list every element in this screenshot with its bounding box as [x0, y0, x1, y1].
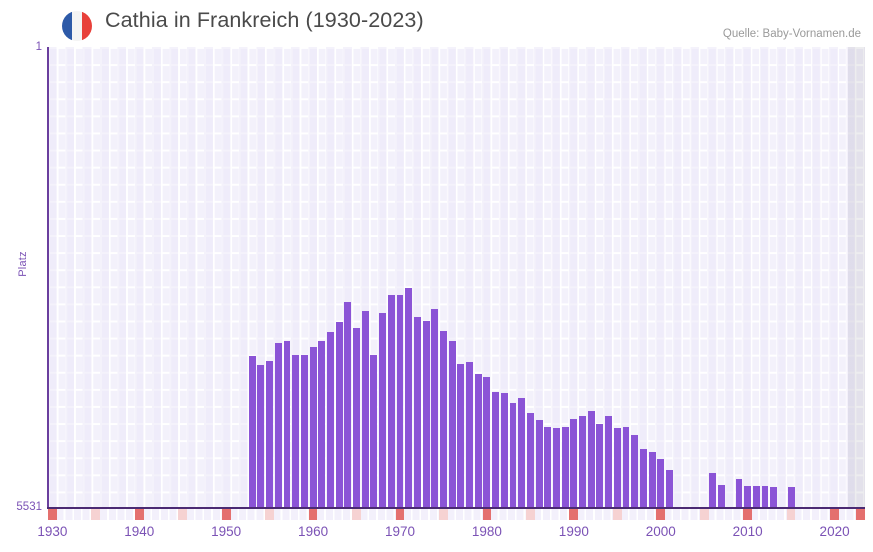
- page-title: Cathia in Frankreich (1930-2023): [105, 8, 424, 32]
- bar[interactable]: [361, 311, 369, 508]
- bar[interactable]: [787, 486, 795, 508]
- bar[interactable]: [718, 484, 726, 508]
- bar[interactable]: [535, 419, 543, 508]
- bar[interactable]: [387, 294, 395, 508]
- bar[interactable]: [596, 423, 604, 508]
- bar[interactable]: [379, 313, 387, 508]
- bar[interactable]: [639, 449, 647, 508]
- decade-marker: [656, 509, 666, 520]
- bar[interactable]: [327, 332, 334, 508]
- bar[interactable]: [587, 410, 595, 508]
- x-axis-tick-label: 1960: [298, 524, 329, 539]
- bar[interactable]: [752, 485, 760, 508]
- bar[interactable]: [396, 295, 404, 508]
- bar[interactable]: [440, 330, 447, 508]
- bar[interactable]: [344, 301, 352, 508]
- bar[interactable]: [500, 392, 508, 508]
- x-axis-tick-label: 1980: [471, 524, 502, 539]
- bar[interactable]: [466, 361, 473, 508]
- decade-marker: [743, 509, 752, 520]
- x-axis-tick-label: 1990: [558, 524, 589, 539]
- y-axis-title: Platz: [17, 251, 29, 277]
- bar[interactable]: [474, 374, 482, 508]
- x-axis-tick-label: 1930: [37, 524, 68, 539]
- bar[interactable]: [300, 355, 308, 508]
- bar[interactable]: [266, 361, 274, 508]
- decade-marker: [308, 509, 318, 520]
- bar[interactable]: [709, 473, 717, 508]
- bar[interactable]: [457, 363, 465, 508]
- bar[interactable]: [761, 486, 769, 508]
- bar[interactable]: [579, 415, 586, 508]
- bar[interactable]: [335, 321, 343, 508]
- bar[interactable]: [274, 343, 282, 508]
- bar[interactable]: [570, 419, 578, 508]
- bar[interactable]: [422, 320, 430, 508]
- france-flag-circle-icon: [62, 11, 92, 41]
- decade-marker: [221, 509, 231, 520]
- bar[interactable]: [413, 317, 421, 508]
- bar[interactable]: [318, 341, 326, 508]
- bar[interactable]: [309, 347, 317, 508]
- decade-marker: [48, 509, 57, 520]
- bar[interactable]: [613, 428, 621, 508]
- y-axis-line: [47, 47, 49, 509]
- bar[interactable]: [770, 486, 778, 508]
- decade-marker: [134, 509, 144, 520]
- bar[interactable]: [665, 469, 673, 508]
- bar[interactable]: [492, 391, 500, 508]
- x-axis-tick-label: 2010: [732, 524, 763, 539]
- decade-marker: [856, 509, 865, 520]
- decade-marker: [482, 509, 492, 520]
- bar[interactable]: [405, 287, 413, 508]
- bar[interactable]: [248, 355, 256, 508]
- bar[interactable]: [544, 426, 552, 508]
- bar[interactable]: [735, 479, 743, 508]
- decade-marker: [699, 509, 709, 520]
- y-axis-tick-top: 1: [35, 41, 42, 53]
- decade-marker: [526, 509, 535, 520]
- source-attribution: Quelle: Baby-Vornamen.de: [722, 28, 861, 40]
- bar[interactable]: [431, 308, 439, 508]
- bar[interactable]: [257, 365, 265, 508]
- bar[interactable]: [561, 427, 569, 508]
- bar[interactable]: [526, 413, 534, 508]
- bar[interactable]: [483, 376, 491, 508]
- decade-marker: [265, 509, 274, 520]
- decade-marker: [352, 509, 361, 520]
- decade-marker: [830, 509, 839, 520]
- chart-header: Cathia in Frankreich (1930-2023) Quelle:…: [0, 0, 873, 47]
- bar[interactable]: [448, 340, 456, 508]
- x-axis-line: [47, 507, 865, 509]
- bar[interactable]: [553, 427, 560, 508]
- decade-marker: [91, 509, 101, 520]
- bar[interactable]: [509, 403, 517, 508]
- bar[interactable]: [292, 354, 300, 508]
- bar[interactable]: [605, 416, 613, 508]
- x-axis-tick-label: 1970: [384, 524, 416, 539]
- bar[interactable]: [622, 426, 630, 508]
- bar[interactable]: [657, 459, 665, 508]
- decade-marker-band: [48, 509, 865, 520]
- x-axis-tick-label: 1950: [211, 524, 242, 539]
- bar[interactable]: [518, 398, 526, 508]
- decade-marker: [395, 509, 405, 520]
- y-axis-tick-bottom: 5531: [16, 501, 42, 513]
- plot-area: [48, 47, 865, 508]
- decade-marker: [569, 509, 579, 520]
- bar[interactable]: [370, 354, 378, 508]
- decade-marker: [786, 509, 796, 520]
- x-axis-tick-label: 1940: [124, 524, 155, 539]
- bar[interactable]: [353, 327, 360, 508]
- x-axis-tick-label: 2020: [819, 524, 850, 539]
- x-axis-tick-label: 2000: [645, 524, 676, 539]
- bar[interactable]: [648, 451, 656, 508]
- bar[interactable]: [283, 341, 291, 508]
- decade-marker: [178, 509, 188, 520]
- bar[interactable]: [631, 434, 639, 508]
- decade-marker: [439, 509, 448, 520]
- bar[interactable]: [744, 486, 752, 508]
- decade-marker: [612, 509, 622, 520]
